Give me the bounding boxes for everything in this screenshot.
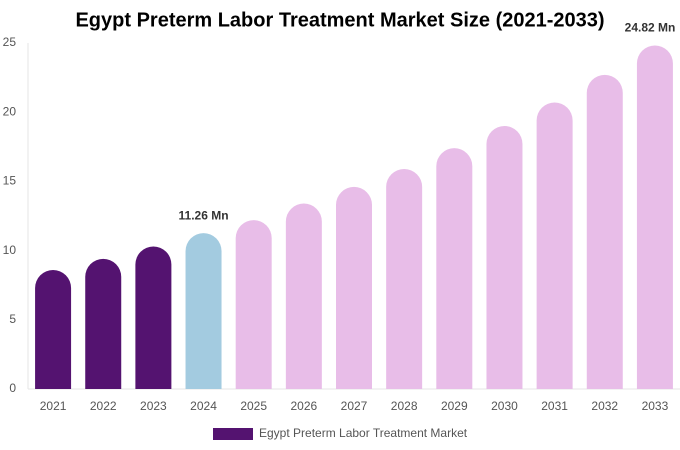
y-tick-label: 20 xyxy=(3,104,17,118)
bar xyxy=(135,246,172,389)
x-tick-label: 2032 xyxy=(591,399,618,413)
x-tick-label: 2028 xyxy=(391,399,418,413)
bar xyxy=(285,203,322,389)
bar xyxy=(35,269,72,389)
x-tick-label: 2026 xyxy=(290,399,317,413)
bar xyxy=(536,102,573,390)
bar xyxy=(436,148,473,389)
bar xyxy=(235,220,272,389)
x-tick-label: 2027 xyxy=(341,399,368,413)
y-tick-label: 10 xyxy=(3,243,17,257)
x-tick-label: 2022 xyxy=(90,399,117,413)
x-tick-label: 2023 xyxy=(140,399,167,413)
bar xyxy=(636,45,673,389)
bar xyxy=(486,126,523,390)
bar xyxy=(185,233,222,389)
x-tick-label: 2031 xyxy=(541,399,568,413)
chart-title: Egypt Preterm Labor Treatment Market Siz… xyxy=(75,9,604,31)
legend-swatch xyxy=(213,428,253,440)
y-tick-label: 0 xyxy=(9,381,16,395)
y-tick-label: 15 xyxy=(3,174,17,188)
x-tick-label: 2025 xyxy=(240,399,267,413)
legend-label: Egypt Preterm Labor Treatment Market xyxy=(259,426,468,440)
data-label: 24.82 Mn xyxy=(625,21,676,35)
x-tick-label: 2033 xyxy=(642,399,669,413)
x-tick-label: 2029 xyxy=(441,399,468,413)
bar xyxy=(85,258,122,389)
bar xyxy=(586,74,623,389)
x-tick-label: 2030 xyxy=(491,399,518,413)
y-tick-label: 25 xyxy=(3,35,17,49)
bar xyxy=(336,186,372,389)
x-tick-label: 2024 xyxy=(190,399,217,413)
y-tick-label: 5 xyxy=(9,312,16,326)
x-tick-label: 2021 xyxy=(40,399,67,413)
data-label: 11.26 Mn xyxy=(179,208,229,222)
bar xyxy=(386,168,423,389)
